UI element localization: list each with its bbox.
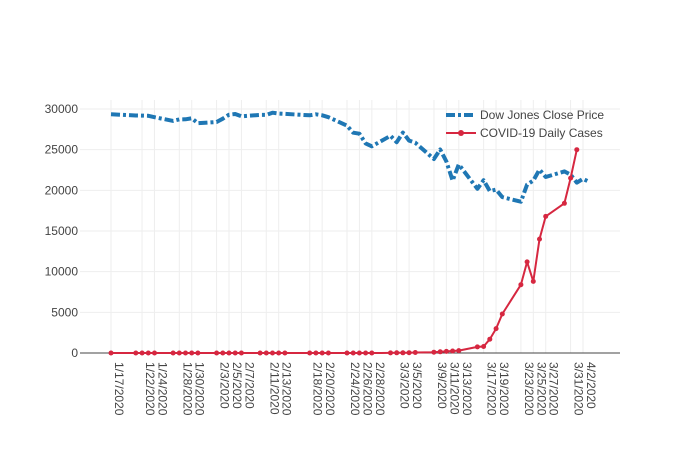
x-tick-label: 3/9/2020: [435, 362, 449, 409]
series-point-covid-cases: [487, 336, 493, 342]
x-tick-label: 3/17/2020: [485, 362, 499, 416]
series-point-covid-cases: [530, 278, 536, 284]
y-tick-label: 15000: [45, 224, 79, 238]
series-point-covid-cases: [350, 350, 356, 356]
y-tick-label: 0: [71, 346, 78, 360]
series-layer: [108, 110, 591, 356]
series-point-covid-cases: [356, 350, 362, 356]
series-point-covid-cases: [232, 350, 238, 356]
series-point-covid-cases: [313, 350, 319, 356]
x-tick-label: 2/20/2020: [323, 362, 337, 416]
series-point-covid-cases: [518, 282, 524, 288]
x-tick-label: 3/13/2020: [460, 362, 474, 416]
series-point-covid-cases: [139, 350, 145, 356]
series-point-covid-cases: [152, 350, 157, 356]
x-tick-label: 2/28/2020: [373, 362, 387, 416]
series-point-covid-cases: [226, 350, 232, 356]
x-tick-label: 2/5/2020: [230, 362, 244, 409]
x-tick-label: 1/28/2020: [180, 362, 194, 416]
x-tick-label: 1/24/2020: [155, 362, 169, 416]
series-point-covid-cases: [344, 350, 350, 356]
x-tick-label: 3/25/2020: [534, 362, 548, 416]
y-tick-label: 20000: [45, 183, 79, 197]
y-axis-tick-labels: 0 5000 10000 15000 20000 25000 30000: [45, 102, 79, 360]
x-tick-label: 3/11/2020: [447, 362, 461, 415]
series-line-covid-cases: [111, 149, 578, 354]
series-point-covid-cases: [412, 350, 418, 355]
x-tick-label: 3/31/2020: [572, 362, 586, 416]
series-point-covid-cases: [282, 350, 288, 356]
series-point-covid-cases: [543, 213, 549, 219]
series-point-covid-cases: [499, 311, 505, 317]
series-point-covid-cases: [406, 350, 412, 356]
legend[interactable]: Dow Jones Close Price COVID-19 Daily Cas…: [446, 108, 604, 140]
series-line-dow-jones: [110, 110, 591, 204]
series-point-covid-cases: [450, 348, 456, 354]
series-point-covid-cases: [388, 350, 393, 356]
y-tick-label: 30000: [45, 102, 79, 116]
series-point-covid-cases: [369, 350, 375, 356]
y-tick-label: 5000: [51, 305, 78, 319]
series-point-covid-cases: [176, 350, 182, 356]
series-point-covid-cases: [183, 350, 188, 356]
series-point-covid-cases: [443, 348, 449, 354]
x-tick-label: 2/11/2020: [267, 362, 281, 415]
series-point-covid-cases: [257, 350, 263, 356]
x-tick-label: 4/2/2020: [584, 362, 598, 409]
series-point-covid-cases: [363, 350, 369, 356]
x-tick-label: 2/7/2020: [242, 362, 256, 409]
series-point-covid-cases: [456, 348, 462, 354]
legend-label-covid-cases: COVID-19 Daily Cases: [480, 126, 603, 140]
series-point-covid-cases: [481, 344, 487, 349]
series-point-covid-cases: [319, 350, 325, 356]
series-point-covid-cases: [238, 350, 244, 356]
series-point-covid-cases: [170, 350, 176, 356]
series-point-covid-cases: [568, 175, 574, 181]
x-tick-label: 1/22/2020: [143, 362, 157, 416]
series-point-covid-cases: [474, 344, 480, 350]
series-point-covid-cases: [493, 326, 499, 332]
series-point-covid-cases: [325, 350, 331, 356]
x-tick-label: 1/17/2020: [112, 362, 126, 416]
series-point-covid-cases: [195, 350, 201, 356]
series-point-covid-cases: [307, 350, 313, 356]
legend-marker-covid-cases: [458, 130, 464, 136]
legend-label-dow-jones: Dow Jones Close Price: [480, 108, 604, 122]
x-gridlines: [110, 100, 584, 353]
x-tick-label: 3/27/2020: [547, 362, 561, 416]
series-point-covid-cases: [108, 350, 114, 356]
series-point-covid-cases: [524, 259, 530, 265]
series-point-covid-cases: [214, 350, 220, 356]
series-point-covid-cases: [437, 349, 443, 355]
series-point-covid-cases: [220, 350, 226, 356]
x-tick-label: 2/3/2020: [218, 362, 232, 409]
series-point-covid-cases: [574, 147, 580, 153]
series-point-covid-cases: [394, 350, 400, 356]
x-tick-label: 3/3/2020: [398, 362, 412, 409]
series-point-covid-cases: [270, 350, 275, 356]
x-tick-label: 3/23/2020: [522, 362, 536, 416]
x-tick-label: 3/19/2020: [497, 362, 511, 416]
series-point-covid-cases: [145, 350, 151, 356]
x-tick-label: 3/5/2020: [410, 362, 424, 409]
series-point-covid-cases: [133, 350, 139, 356]
series-point-covid-cases: [537, 236, 542, 242]
x-tick-label: 1/30/2020: [193, 362, 207, 416]
x-tick-label: 2/26/2020: [360, 362, 374, 416]
y-tick-label: 25000: [45, 143, 79, 157]
series-point-covid-cases: [276, 350, 282, 356]
x-tick-label: 2/24/2020: [348, 362, 362, 416]
series-point-covid-cases: [263, 350, 269, 356]
series-point-covid-cases: [189, 350, 195, 356]
x-tick-label: 2/18/2020: [311, 362, 325, 416]
y-tick-label: 10000: [45, 265, 79, 279]
series-point-covid-cases: [400, 350, 406, 356]
series-point-covid-cases: [561, 200, 567, 206]
series-point-covid-cases: [431, 349, 437, 355]
x-tick-label: 2/13/2020: [280, 362, 294, 416]
